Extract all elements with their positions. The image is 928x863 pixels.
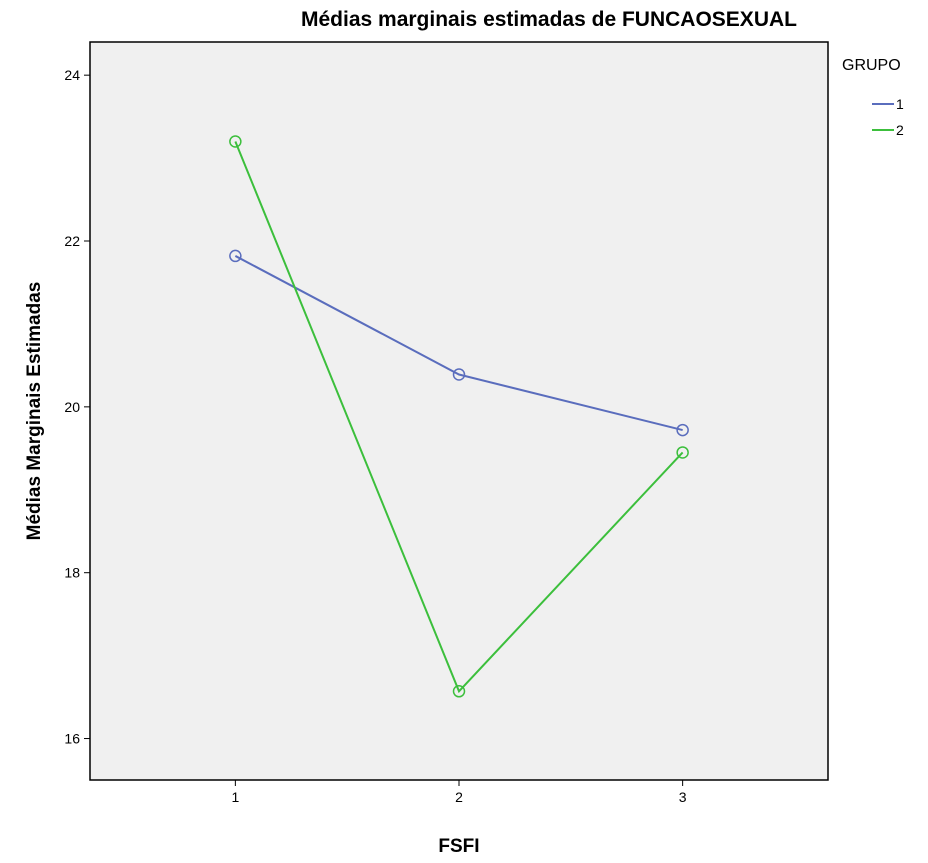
x-tick-label: 1	[231, 789, 239, 805]
series-layer	[229, 135, 689, 698]
y-tick-label: 20	[64, 399, 80, 415]
series-line	[234, 141, 684, 694]
y-axis-title: Médias Marginais Estimadas	[24, 282, 45, 541]
x-axis-title: FSFI	[438, 836, 479, 857]
series-line	[234, 255, 683, 432]
chart-title: Médias marginais estimadas de FUNCAOSEXU…	[301, 8, 797, 31]
data-point	[229, 135, 242, 148]
x-axis: 1 2 3	[231, 780, 687, 805]
plot-area	[89, 41, 829, 781]
data-point	[676, 446, 689, 459]
data-point	[452, 685, 466, 698]
series-1	[229, 249, 689, 437]
y-axis: 16 18 20 22 24	[64, 67, 90, 747]
y-tick-label: 18	[64, 565, 80, 581]
y-tick-label: 24	[64, 67, 80, 83]
data-point	[676, 423, 689, 437]
legend-title: GRUPO	[842, 57, 901, 74]
y-tick-label: 16	[64, 731, 80, 747]
legend-items: 12	[872, 96, 904, 138]
data-point	[452, 368, 466, 381]
data-point	[229, 249, 242, 263]
legend-label: 1	[896, 96, 904, 112]
y-tick-label: 22	[64, 233, 80, 249]
x-tick-label: 2	[455, 789, 463, 805]
legend-label: 2	[896, 122, 904, 138]
legend: GRUPO 12	[842, 57, 904, 138]
series-2	[229, 135, 689, 698]
x-tick-label: 3	[679, 789, 687, 805]
